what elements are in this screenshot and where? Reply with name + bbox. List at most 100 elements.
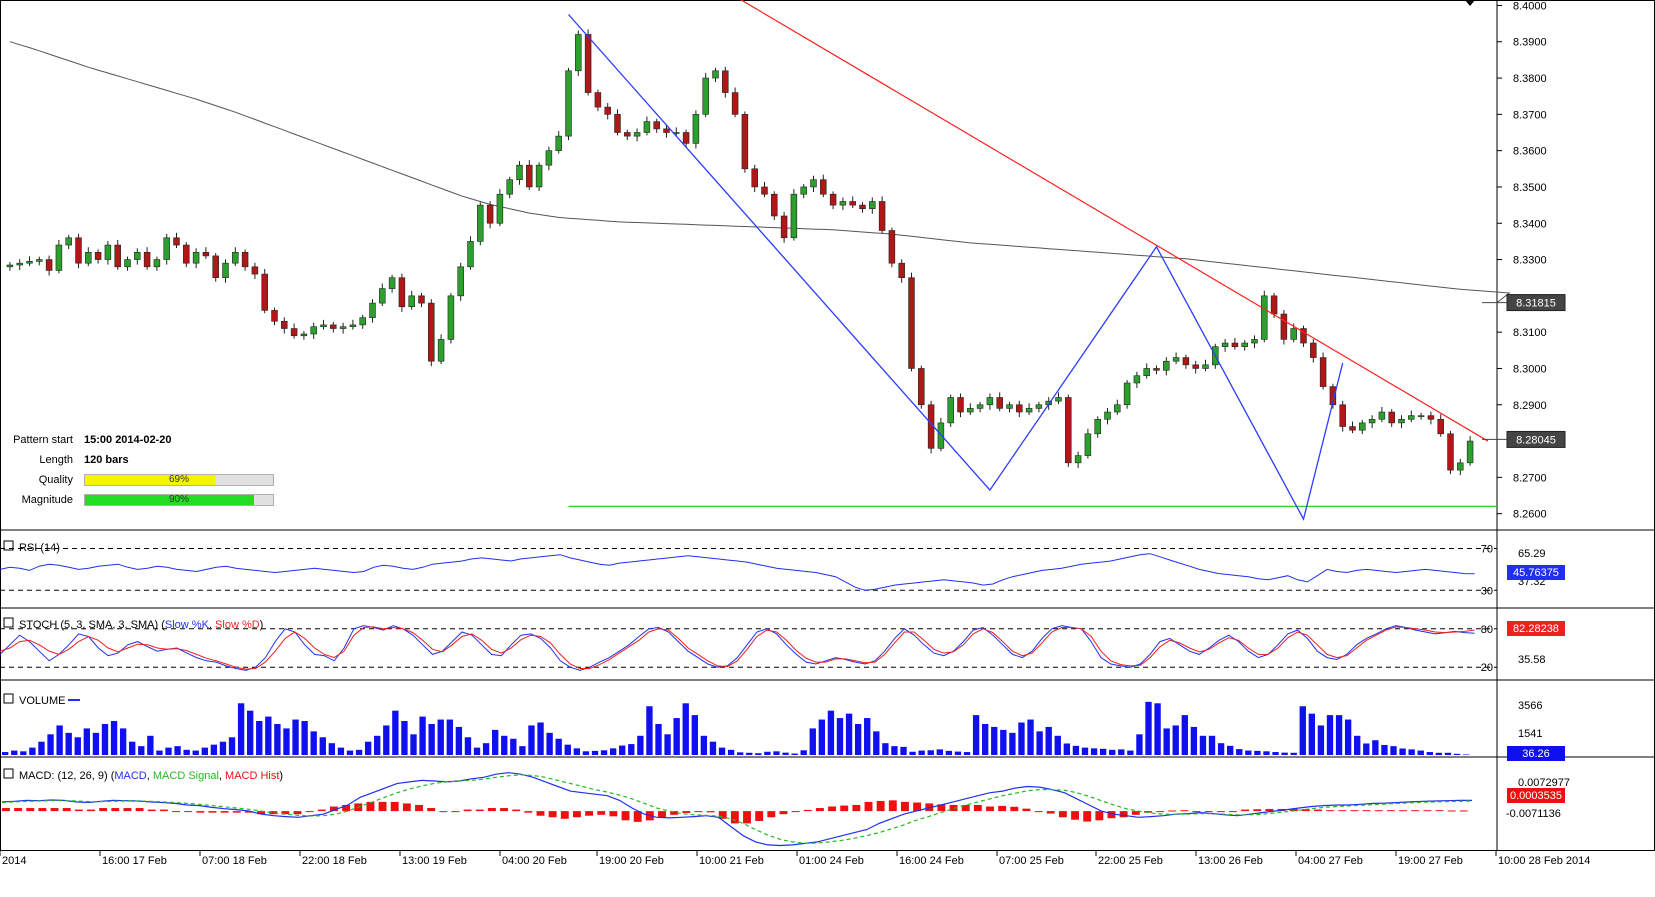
volume-bar [818,719,826,755]
quality-label: Quality [38,474,73,486]
legend-close: ) [279,770,283,782]
x-tick-label: 04:00 20 Feb [502,855,567,867]
candle-body [388,277,396,289]
macd-hist-bar [402,803,411,812]
macd-hist-bar [1131,811,1140,815]
macd-hist-bar [670,811,679,815]
volume-bar [727,749,735,755]
macd-hist-bar [1289,808,1298,812]
candle-body [535,164,543,188]
candle-body [408,295,415,308]
volume-bar [355,749,363,755]
volume-bar [1281,752,1288,755]
volume-bar [219,741,227,755]
volume-bar [873,731,880,755]
macd-hist-bar [390,801,399,812]
macd-hist-bar [1350,810,1359,812]
candle-body [820,179,827,195]
volume-bar [1181,715,1188,755]
volume-bar [1027,719,1034,755]
volume-bar [1290,752,1297,755]
volume-bar [791,753,798,755]
volume-bar [1145,701,1152,755]
volume-bar [1245,750,1252,755]
macd-hist-bar [779,811,788,815]
volume-bar [1118,749,1125,755]
volume-bar [492,729,499,755]
volume-bar [882,743,889,755]
volume-bar [1172,725,1179,755]
volume-bar [573,748,581,755]
candle-body [1025,408,1033,413]
candle-body [153,259,161,268]
candle-body [428,302,435,362]
volume-bar [519,746,526,755]
volume-bar [1254,750,1261,755]
volume-bar [909,751,916,755]
volume-bar [918,750,925,755]
volume-bar [437,719,444,755]
volume-bar [809,728,816,755]
macd-hist-bar [1326,810,1335,812]
candle-body [1457,462,1464,471]
candle-body [976,404,984,409]
candle-body [1349,426,1356,431]
volume-bar [827,710,835,755]
volume-bar [682,703,689,755]
macd-hist-bar [62,808,71,812]
macd-hist-bar [986,806,994,812]
macd-hist-bar [597,811,606,815]
macd-hist-bar [366,801,375,812]
candle-body [45,259,53,271]
length-value: 120 bars [84,454,129,466]
macd-hist-bar [1411,810,1420,812]
candle-body [780,215,788,239]
volume-bar [337,747,345,755]
candle-body [1133,375,1141,384]
x-tick-label: 10:00 28 Feb 2014 [1498,855,1590,867]
y-tick-label: 8.3500 [1513,182,1547,194]
candle-body [104,244,112,260]
macd-hist-bar [475,809,484,812]
rsi-close-icon [3,540,14,551]
volume-bar [854,723,862,755]
x-tick-label: 16:00 17 Feb [102,855,167,867]
volume-bar [1163,728,1170,755]
candle-body [281,320,288,329]
macd-hist-bar [1022,808,1031,812]
candle-body [918,368,925,406]
candle-body [398,277,406,308]
macd-hist-bar [500,808,508,812]
volume-bar [546,732,553,755]
candle-body [1368,418,1376,424]
volume-bar [174,746,181,755]
x-tick-label: 13:00 26 Feb [1198,855,1263,867]
candle-body [192,251,200,264]
volume-bar [1435,752,1443,755]
volume-bar [1444,752,1452,755]
volume-bar [110,721,118,755]
volume-bar [1136,734,1143,755]
macd-hist-bar [135,808,144,812]
macd-last-box [1507,788,1565,803]
macd-hist-bar [1071,811,1079,820]
volume-bar [1344,719,1352,755]
volume-bar [1354,735,1361,755]
stoch-d-legend: Slow %D [215,619,260,631]
macd-hist-bar [791,811,800,813]
y-tick-label: 8.3100 [1513,327,1547,339]
volume-bar [92,732,100,755]
volume-bar [147,735,154,755]
candle-body [731,92,739,115]
volume-bar [228,737,236,755]
volume-bar [664,734,671,755]
candle-body [604,106,611,115]
macd-hist-bar [1338,810,1347,812]
macd-hist-bar [487,808,496,812]
stoch-k-line [0,625,1475,671]
macd-hist-bar [961,804,970,812]
volume-bar [1236,749,1243,755]
candle-body [36,259,43,262]
volume-bar [1417,750,1424,755]
